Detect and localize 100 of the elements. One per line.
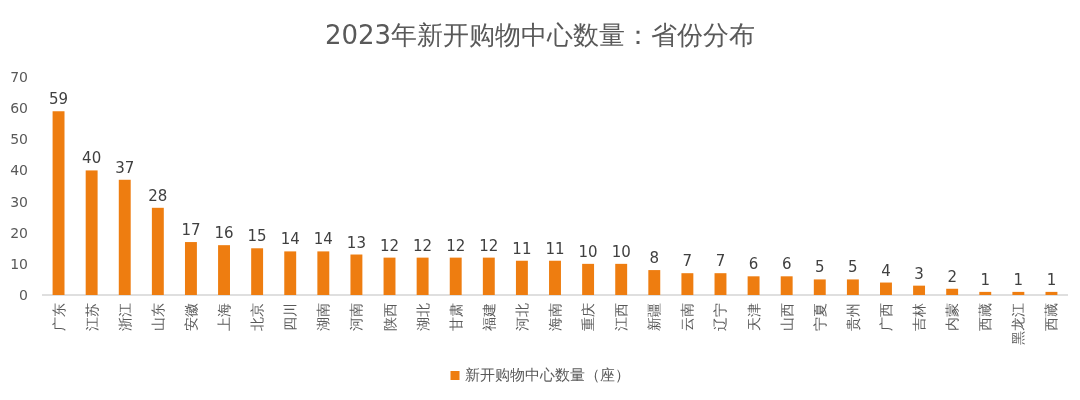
data-label: 40 [82,149,102,168]
data-label: 12 [413,236,433,255]
x-tick-label: 浙江 [116,303,133,331]
bar [151,207,164,295]
bar [979,291,992,295]
bar [482,257,495,295]
bar [582,263,595,295]
bar [52,111,65,295]
x-tick-label: 山东 [149,303,166,331]
x-tick-label: 河南 [348,303,365,331]
y-tick-label: 30 [10,193,28,210]
bar [747,276,760,295]
bar [780,276,793,295]
y-tick-label: 50 [10,131,28,148]
x-tick-label: 广东 [50,303,67,331]
x-tick-label: 湖北 [414,303,431,331]
data-label: 12 [379,236,400,255]
data-label: 1 [980,270,991,289]
bar [714,273,727,295]
data-label: 11 [545,239,565,258]
bar [913,285,926,295]
data-label: 5 [848,258,858,277]
data-label: 37 [115,158,135,177]
x-tick-label: 新疆 [646,303,663,331]
data-label: 15 [247,227,267,246]
bar [383,257,396,295]
data-label: 12 [479,236,499,255]
y-tick-label: 20 [10,224,28,241]
bar [317,251,330,295]
x-tick-label: 江西 [613,303,630,331]
x-tick-label: 内蒙 [944,303,961,331]
bar [350,254,363,295]
y-tick-label: 70 [10,69,28,85]
data-label: 7 [715,252,726,271]
x-tick-label: 西藏 [1043,303,1060,331]
bar [615,263,628,295]
bar [681,273,694,295]
bar [284,251,297,295]
data-label: 10 [611,242,631,261]
bar [1045,291,1058,295]
bar [880,282,892,295]
x-tick-label: 上海 [216,303,233,331]
data-label: 12 [446,236,466,255]
data-label: 4 [881,261,891,280]
data-label: 1 [1046,270,1057,289]
x-tick-label: 甘肃 [447,303,464,331]
bar [416,257,429,295]
x-tick-label: 山西 [778,303,795,331]
data-label: 6 [748,255,759,274]
x-tick-label: 湖南 [315,303,332,331]
bar [515,260,528,295]
bar [85,170,98,295]
data-label: 8 [649,249,660,268]
x-tick-label: 吉林 [911,303,928,331]
data-label: 3 [914,264,924,283]
bar [946,288,959,295]
x-tick-label: 河北 [513,303,530,331]
data-label: 2 [947,267,957,286]
x-tick-label: 广西 [877,303,894,331]
bar [549,260,561,295]
bar [251,248,264,295]
x-tick-label: 江苏 [83,303,100,331]
data-label: 14 [280,230,300,249]
chart-title: 2023年新开购物中心数量：省份分布 [324,20,756,50]
y-tick-label: 10 [10,255,28,272]
data-label: 7 [682,252,693,271]
x-tick-label: 重庆 [580,303,597,331]
x-tick-label: 西藏 [977,303,994,331]
x-tick-label: 贵州 [844,303,861,331]
data-label: 1 [1013,270,1024,289]
x-tick-label: 海南 [547,303,563,331]
x-tick-label: 四川 [282,303,299,331]
x-tick-label: 福建 [480,303,497,331]
data-label: 5 [815,258,825,277]
x-tick-label: 黑龙江 [1010,303,1027,345]
data-label: 11 [512,239,532,258]
y-tick-label: 0 [19,287,28,303]
data-label: 59 [49,90,69,109]
x-tick-label: 云南 [679,303,696,331]
bar [184,242,197,295]
data-label: 16 [214,224,234,243]
x-tick-label: 陕西 [381,303,398,331]
bar [118,179,131,295]
bar [218,245,230,295]
data-label: 10 [578,242,598,261]
bar [449,257,462,295]
x-tick-label: 辽宁 [712,303,729,331]
data-label: 14 [313,230,333,249]
x-tick-label: 宁夏 [811,303,828,331]
data-label: 28 [148,186,168,205]
x-tick-label: 天津 [745,303,762,331]
y-tick-label: 40 [10,162,28,179]
data-label: 13 [346,233,366,252]
bar [1012,291,1025,295]
y-tick-label: 60 [10,100,28,117]
bar [813,279,826,295]
data-label: 17 [181,221,201,240]
x-tick-label: 安徽 [182,303,199,331]
x-tick-label: 北京 [249,303,266,331]
data-label: 6 [781,255,792,274]
